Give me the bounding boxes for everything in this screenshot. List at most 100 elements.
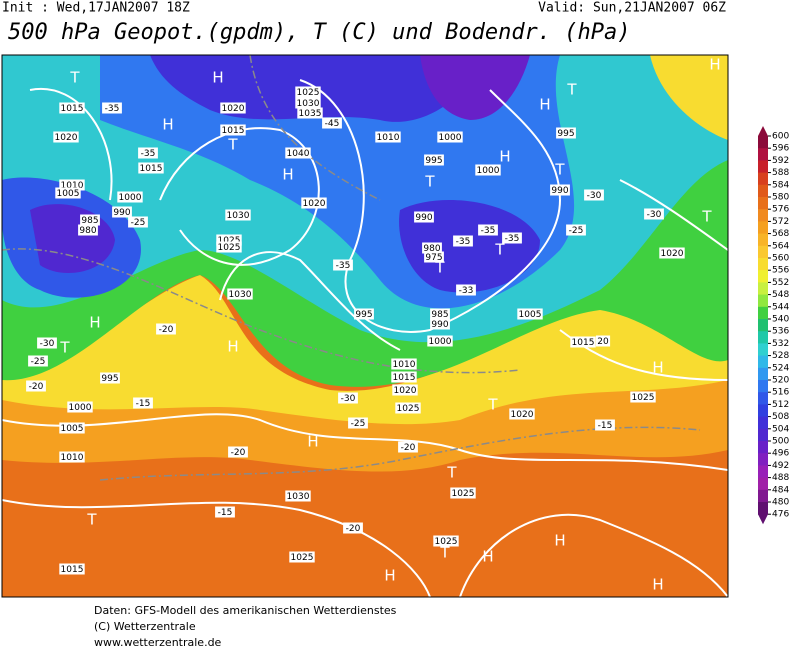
colorbar-label: 576	[772, 205, 789, 215]
contour-label: 995	[557, 129, 574, 139]
label-box	[215, 506, 235, 518]
colorbar-label: 488	[772, 473, 789, 483]
pressure-center: H	[539, 96, 550, 114]
contour-label: -20	[401, 443, 416, 453]
colorbar-band	[758, 465, 768, 479]
contour-label: 1000	[119, 193, 142, 203]
contour-label: 1010	[61, 453, 84, 463]
contour-label: 995	[355, 310, 372, 320]
label-box	[398, 441, 418, 453]
contour-label: 1010	[377, 133, 400, 143]
colorbar-band	[758, 270, 768, 283]
colorbar-band	[758, 502, 768, 515]
contour-label: -20	[346, 524, 361, 534]
contour-label: 1030	[229, 290, 252, 300]
label-box	[100, 372, 120, 384]
contour-label: 975	[425, 253, 442, 263]
contour-label: -25	[131, 218, 146, 228]
pressure-center: H	[482, 548, 493, 566]
pressure-center: H	[384, 567, 395, 585]
label-box	[348, 417, 368, 429]
label-box	[422, 242, 442, 254]
contour-label: 1025	[291, 553, 314, 563]
contour-label: 990	[551, 186, 568, 196]
pressure-center: T	[424, 173, 435, 191]
contour-label: -20	[29, 382, 44, 392]
contour-label: 1020	[511, 410, 534, 420]
pressure-center: T	[86, 511, 97, 529]
contour-label: -15	[136, 399, 151, 409]
colorbar-label: 544	[772, 302, 789, 312]
colorbar-label: 568	[772, 229, 789, 239]
label-box	[26, 380, 46, 392]
colorbar-label: 564	[772, 241, 789, 251]
contour-label: -35	[505, 234, 520, 244]
contour-label: -15	[598, 421, 613, 431]
label-box	[595, 335, 611, 347]
label-box	[450, 487, 476, 499]
contour-label: 1015	[572, 338, 595, 348]
label-box	[37, 337, 57, 349]
colorbar-label: 500	[772, 437, 789, 447]
label-box	[427, 335, 453, 347]
colorbar-band	[758, 380, 768, 393]
label-box	[301, 197, 327, 209]
label-box	[156, 323, 176, 335]
contour-label: 1030	[227, 211, 250, 221]
colorbar-label: 492	[772, 461, 789, 471]
label-box	[78, 224, 98, 236]
contour-label: 1030	[287, 492, 310, 502]
colorbar-label: 520	[772, 376, 789, 386]
colorbar-arrow	[758, 126, 768, 136]
pressure-center: T	[434, 259, 445, 277]
contour-label: 995	[425, 156, 442, 166]
contour-label: 1015	[222, 126, 245, 136]
label-box	[138, 147, 158, 159]
valid-time: Valid: Sun,21JAN2007 06Z	[538, 1, 726, 16]
colorbar-label: 504	[772, 424, 789, 434]
pressure-center: H	[554, 532, 565, 550]
contour-label: 1005	[519, 310, 542, 320]
init-time: Init : Wed,17JAN2007 18Z	[2, 1, 190, 16]
label-box	[570, 336, 596, 348]
label-box	[478, 224, 498, 236]
contour-label: -30	[341, 394, 356, 404]
contour-label: -15	[218, 508, 233, 518]
label-box	[392, 384, 418, 396]
label-box	[28, 355, 48, 367]
colorbar-band	[758, 148, 768, 161]
footer-line: (C) Wetterzentrale	[94, 620, 196, 633]
colorbar-band	[758, 355, 768, 369]
pressure-center: H	[652, 359, 663, 377]
label-box	[297, 107, 323, 119]
contour-label: -25	[31, 357, 46, 367]
colorbar-band	[758, 258, 768, 271]
colorbar-band	[758, 221, 768, 235]
label-box	[517, 308, 543, 320]
colorbar-band	[758, 245, 768, 259]
label-box	[391, 371, 417, 383]
pressure-center: H	[89, 314, 100, 332]
pressure-center: T	[69, 69, 80, 87]
pressure-center: H	[709, 56, 720, 74]
contour-label: 995	[101, 374, 118, 384]
pressure-center: H	[499, 148, 510, 166]
label-box	[375, 131, 401, 143]
label-box	[556, 127, 576, 139]
contour-label: 990	[415, 213, 432, 223]
colorbar-band	[758, 319, 768, 332]
label-box	[566, 224, 586, 236]
colorbar-label: 592	[772, 156, 789, 166]
colorbar-label: 532	[772, 339, 789, 349]
colorbar-band	[758, 160, 768, 174]
contour-label: -35	[105, 104, 120, 114]
colorbar-label: 508	[772, 412, 789, 422]
colorbar-band	[758, 331, 768, 344]
label-box	[430, 308, 450, 320]
contour-label: -20	[159, 325, 174, 335]
colorbar-band	[758, 489, 768, 503]
contour-label: 1000	[429, 337, 452, 347]
colorbar-band	[758, 404, 768, 418]
map-field	[2, 55, 728, 597]
contour-label: 1010	[61, 181, 84, 191]
